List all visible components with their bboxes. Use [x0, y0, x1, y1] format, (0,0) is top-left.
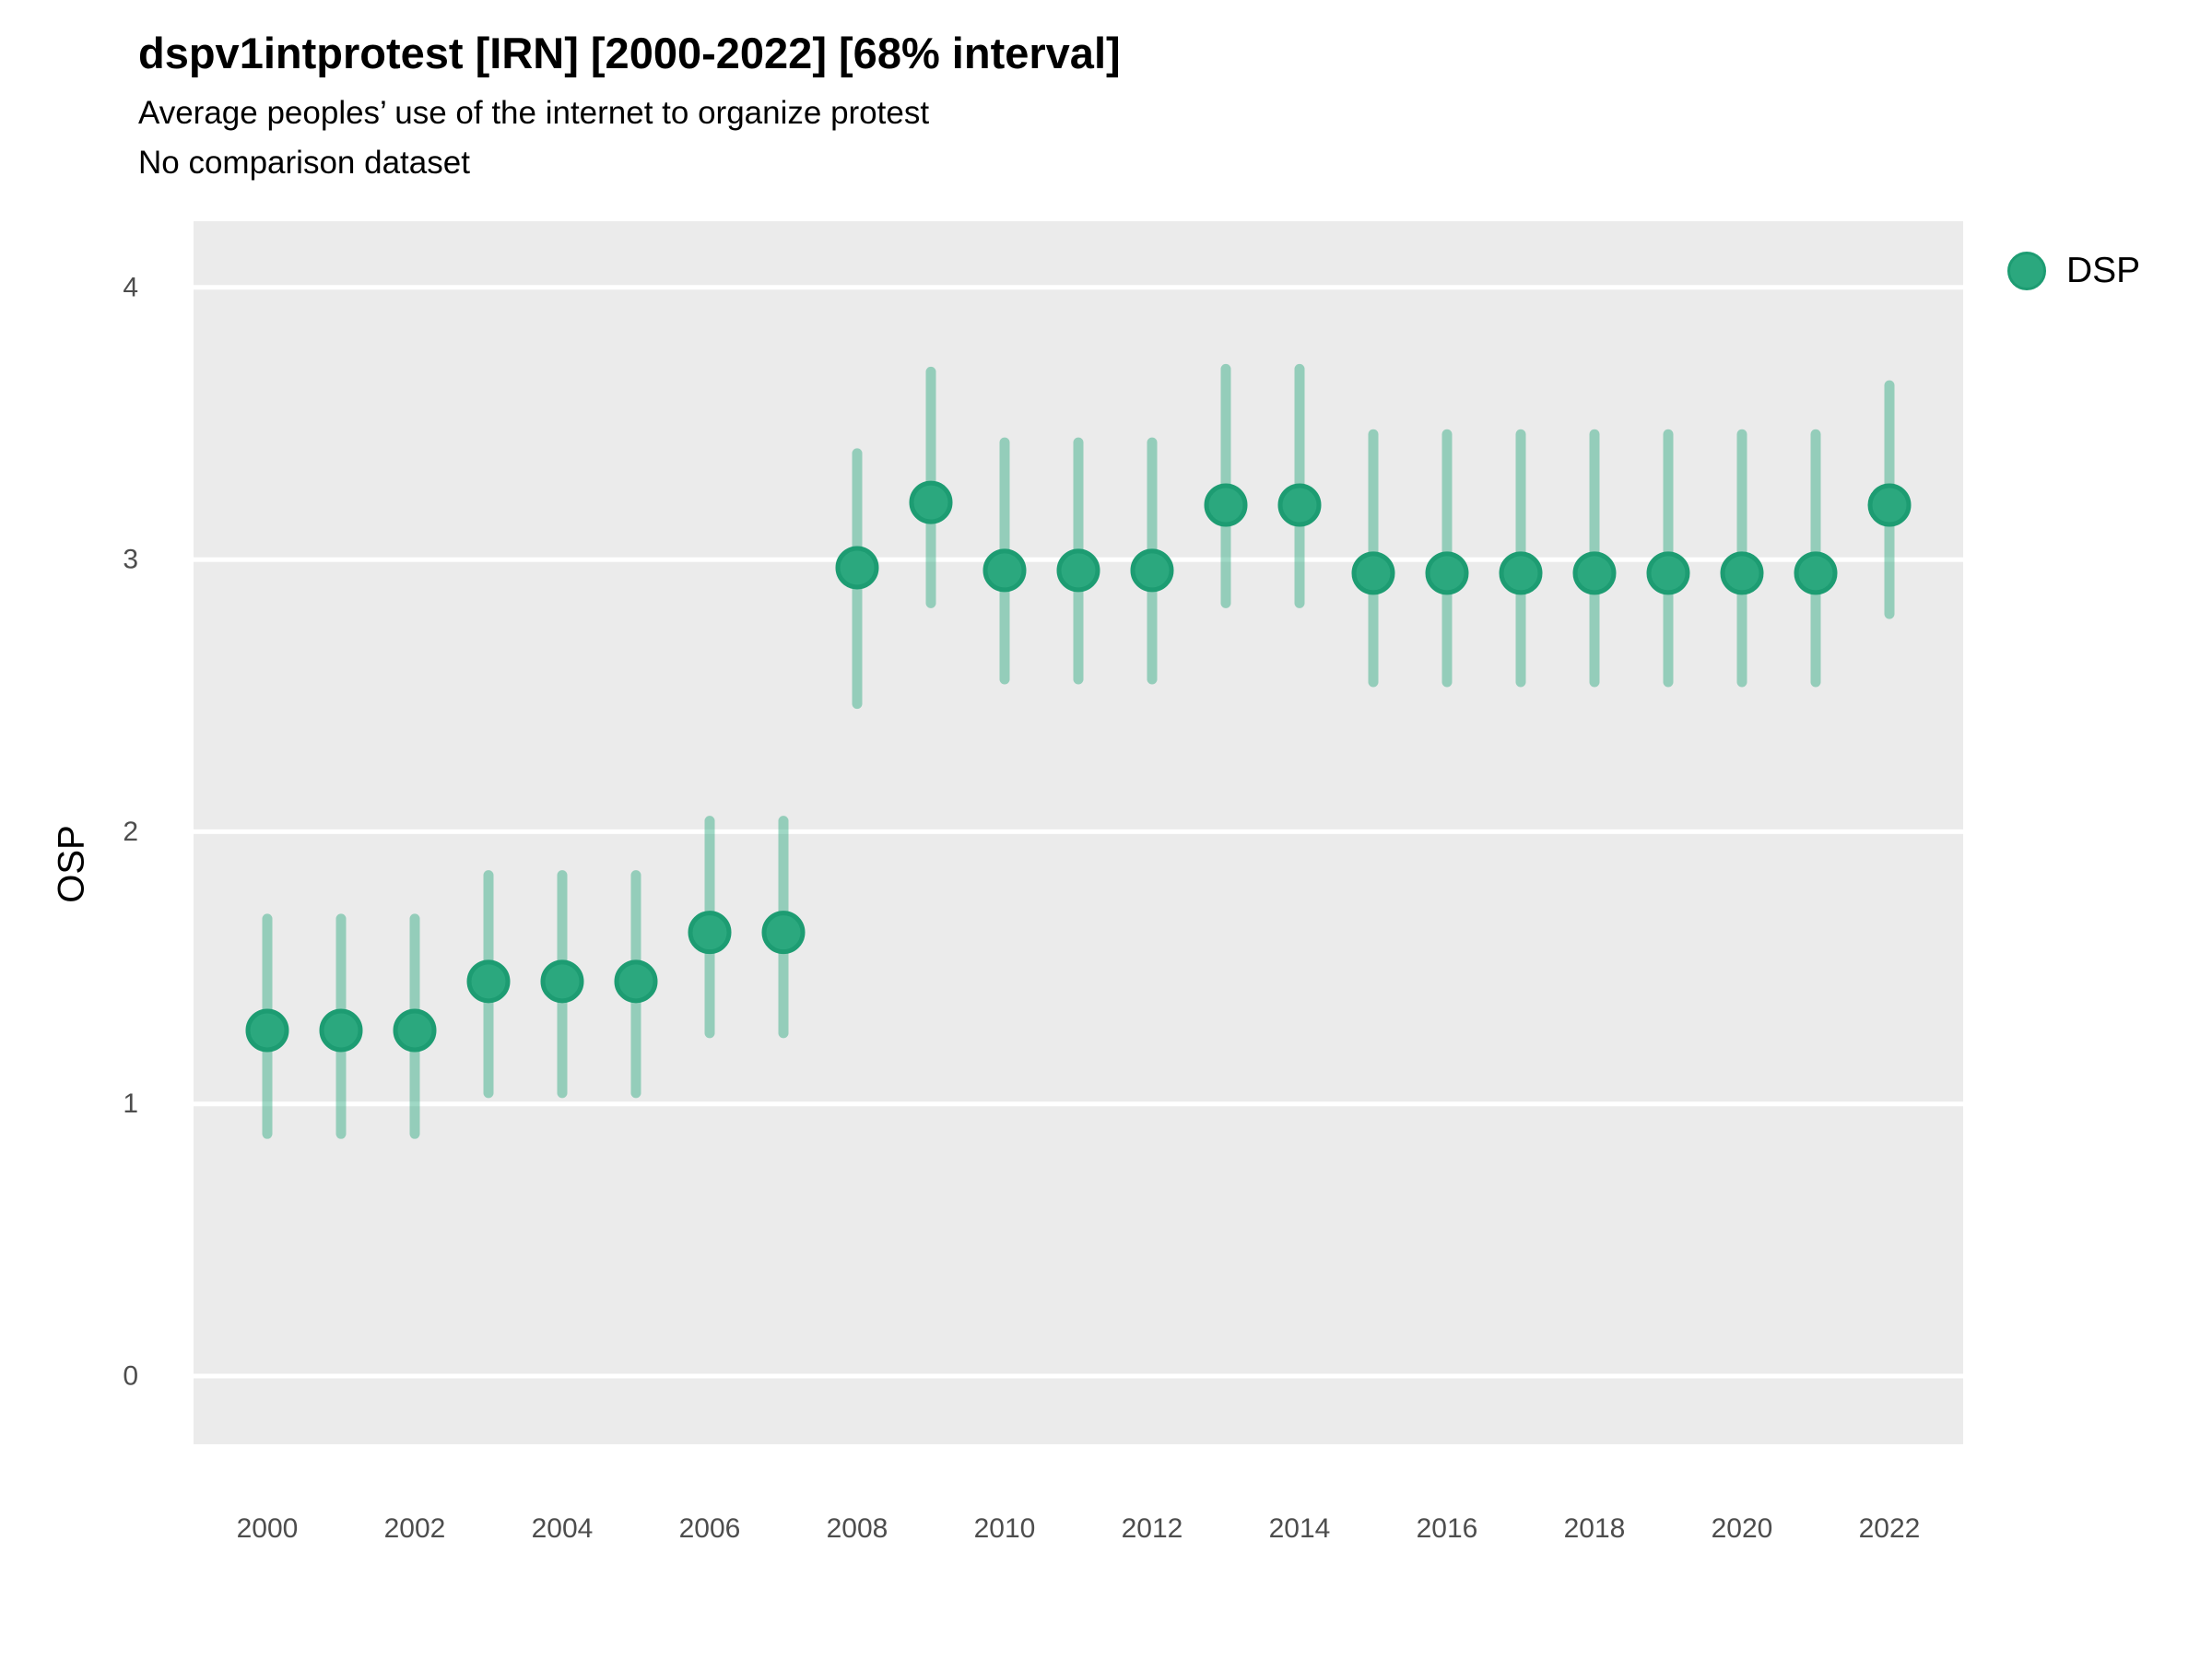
- y-tick-label-2: 2: [123, 817, 138, 847]
- chart-comparison-note: No comparison dataset: [138, 145, 470, 181]
- x-tick-label-2006: 2006: [679, 1513, 741, 1544]
- legend-dsp-dot-icon: [2007, 252, 2046, 290]
- data-point-2011: [1056, 548, 1100, 593]
- chart-title: dspv1intprotest [IRN] [2000-2022] [68% i…: [138, 29, 1121, 77]
- legend-dsp-label: DSP: [2066, 251, 2141, 290]
- x-tick-label-2022: 2022: [1859, 1513, 1921, 1544]
- x-tick-label-2000: 2000: [237, 1513, 299, 1544]
- data-point-2019: [1646, 551, 1690, 595]
- x-tick-label-2016: 2016: [1417, 1513, 1478, 1544]
- y-tick-label-1: 1: [123, 1088, 138, 1119]
- y-tick-label-3: 3: [123, 545, 138, 575]
- y-axis-title: OSP: [51, 825, 92, 903]
- y-tick-label-4: 4: [123, 272, 138, 302]
- data-point-2007: [761, 911, 806, 955]
- x-tick-label-2012: 2012: [1122, 1513, 1183, 1544]
- chart-subtitle: Average peoples’ use of the internet to …: [138, 95, 930, 131]
- y-tick-label-0: 0: [123, 1361, 138, 1392]
- data-point-2002: [393, 1008, 437, 1053]
- data-point-2014: [1277, 483, 1322, 527]
- data-point-2018: [1572, 551, 1617, 595]
- data-point-2013: [1204, 483, 1248, 527]
- x-tick-label-2008: 2008: [827, 1513, 888, 1544]
- data-point-2005: [614, 959, 658, 1004]
- data-point-2010: [982, 548, 1027, 593]
- data-point-2022: [1867, 483, 1912, 527]
- x-tick-label-2010: 2010: [974, 1513, 1036, 1544]
- x-tick-label-2002: 2002: [384, 1513, 446, 1544]
- data-point-2003: [466, 959, 511, 1004]
- data-point-2016: [1425, 551, 1469, 595]
- data-point-2000: [245, 1008, 289, 1053]
- data-point-2021: [1794, 551, 1838, 595]
- chart-header: dspv1intprotest [IRN] [2000-2022] [68% i…: [138, 28, 1121, 182]
- data-point-2009: [909, 480, 953, 524]
- data-point-2008: [835, 546, 879, 590]
- x-tick-label-2018: 2018: [1564, 1513, 1626, 1544]
- data-point-2012: [1130, 548, 1174, 593]
- x-tick-label-2020: 2020: [1712, 1513, 1773, 1544]
- data-point-2015: [1351, 551, 1395, 595]
- data-point-2004: [540, 959, 584, 1004]
- data-point-2017: [1499, 551, 1543, 595]
- x-tick-label-2004: 2004: [532, 1513, 594, 1544]
- data-point-2006: [688, 911, 732, 955]
- x-tick-label-2014: 2014: [1269, 1513, 1331, 1544]
- data-point-2020: [1720, 551, 1764, 595]
- data-point-2001: [319, 1008, 363, 1053]
- legend: DSP: [2007, 251, 2140, 291]
